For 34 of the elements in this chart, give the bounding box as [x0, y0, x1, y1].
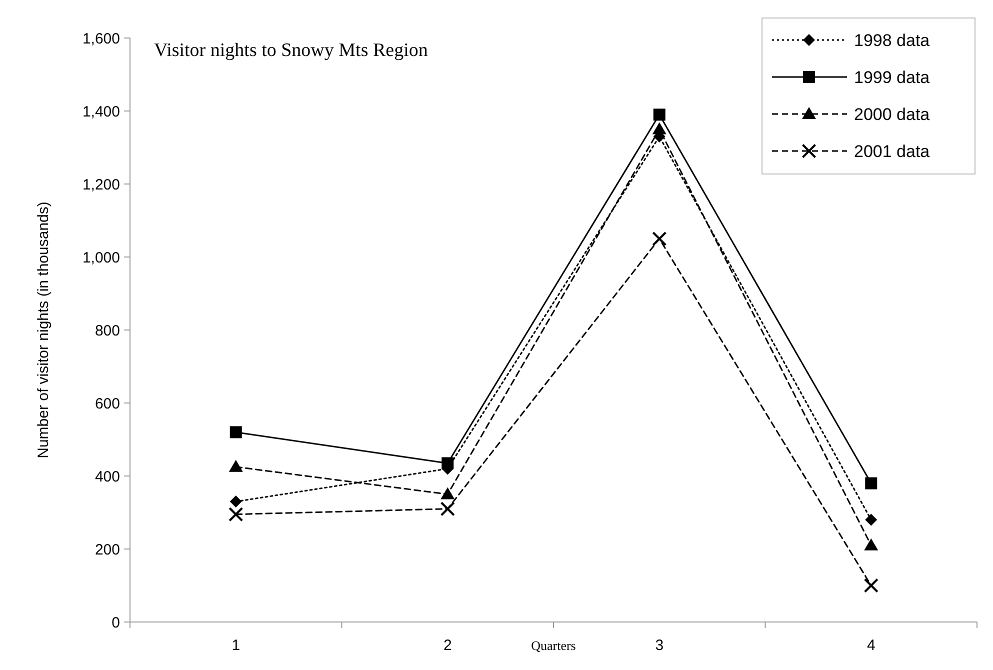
legend-label: 1999 data [854, 68, 930, 87]
point [865, 477, 878, 490]
x-axis-title: Quarters [531, 638, 576, 653]
legend-label: 2000 data [854, 104, 930, 124]
x-tick-label: 4 [866, 637, 876, 654]
y-tick-label: 0 [112, 614, 120, 632]
y-tick-label: 400 [94, 468, 120, 486]
x-tick-label: 3 [655, 637, 664, 654]
legend-label: 2001 data [854, 142, 930, 161]
point [230, 426, 242, 438]
point [228, 507, 243, 522]
legend-label: 1998 data [854, 30, 930, 50]
y-tick-label: 1,400 [82, 103, 120, 120]
y-tick-label: 200 [94, 541, 120, 558]
y-tick-label: 1,600 [82, 30, 120, 48]
point [228, 460, 243, 472]
point [652, 232, 666, 246]
x-tick-label: 2 [443, 637, 452, 654]
x-tick-label: 1 [232, 637, 240, 654]
y-tick-label: 800 [94, 322, 120, 340]
y-tick-label: 600 [94, 395, 120, 412]
point [440, 502, 455, 516]
y-axis-title: Number of visitor nights (in thousands) [35, 202, 52, 458]
point [230, 496, 242, 508]
y-tick-label: 1,000 [82, 249, 120, 266]
chart-title: Visitor nights to Snowy Mts Region [154, 40, 428, 61]
point [442, 457, 454, 470]
y-tick-label: 1,200 [82, 176, 120, 194]
point [865, 514, 878, 526]
point [653, 108, 666, 121]
point [864, 538, 878, 550]
point [440, 487, 455, 500]
point [652, 122, 666, 134]
point [864, 578, 878, 592]
